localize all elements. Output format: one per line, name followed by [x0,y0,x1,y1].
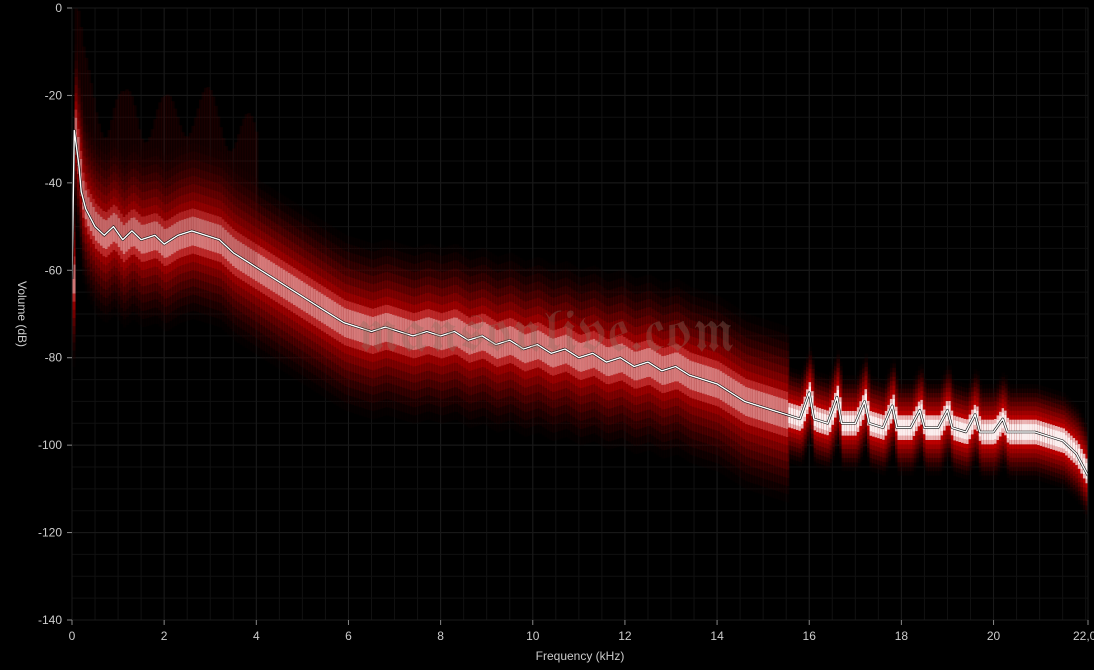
x-tick-label: 4 [253,629,260,643]
y-tick-label: 0 [55,1,62,15]
x-tick-label: 12 [618,629,632,643]
x-tick-label: 0 [69,629,76,643]
y-tick-label: -20 [45,88,63,102]
chart-svg: 0 2 4 6 8 10 12 14 16 18 20 22,05 Frequency (kHz) 0 -2… [0,0,1094,670]
y-tick-label: -140 [38,613,62,627]
x-tick-label: 20 [987,629,1001,643]
x-tick-label: 22,05 [1073,629,1094,643]
y-tick-label: -120 [38,526,62,540]
x-tick-label: 18 [895,629,909,643]
y-tick-label: -80 [45,351,63,365]
x-tick-label: 8 [437,629,444,643]
x-axis-title: Frequency (kHz) [536,649,625,663]
x-tick-label: 14 [710,629,724,643]
y-axis-title: Volume (dB) [15,281,29,347]
y-tick-label: -40 [45,176,63,190]
x-tick-label: 16 [803,629,817,643]
x-tick-label: 6 [345,629,352,643]
spectrum-chart: 0 2 4 6 8 10 12 14 16 18 20 22,05 Frequency (kHz) 0 -2… [0,0,1094,670]
y-tick-label: -100 [38,438,62,452]
x-tick-label: 10 [526,629,540,643]
y-tick-label: -60 [45,263,63,277]
x-tick-label: 2 [161,629,168,643]
